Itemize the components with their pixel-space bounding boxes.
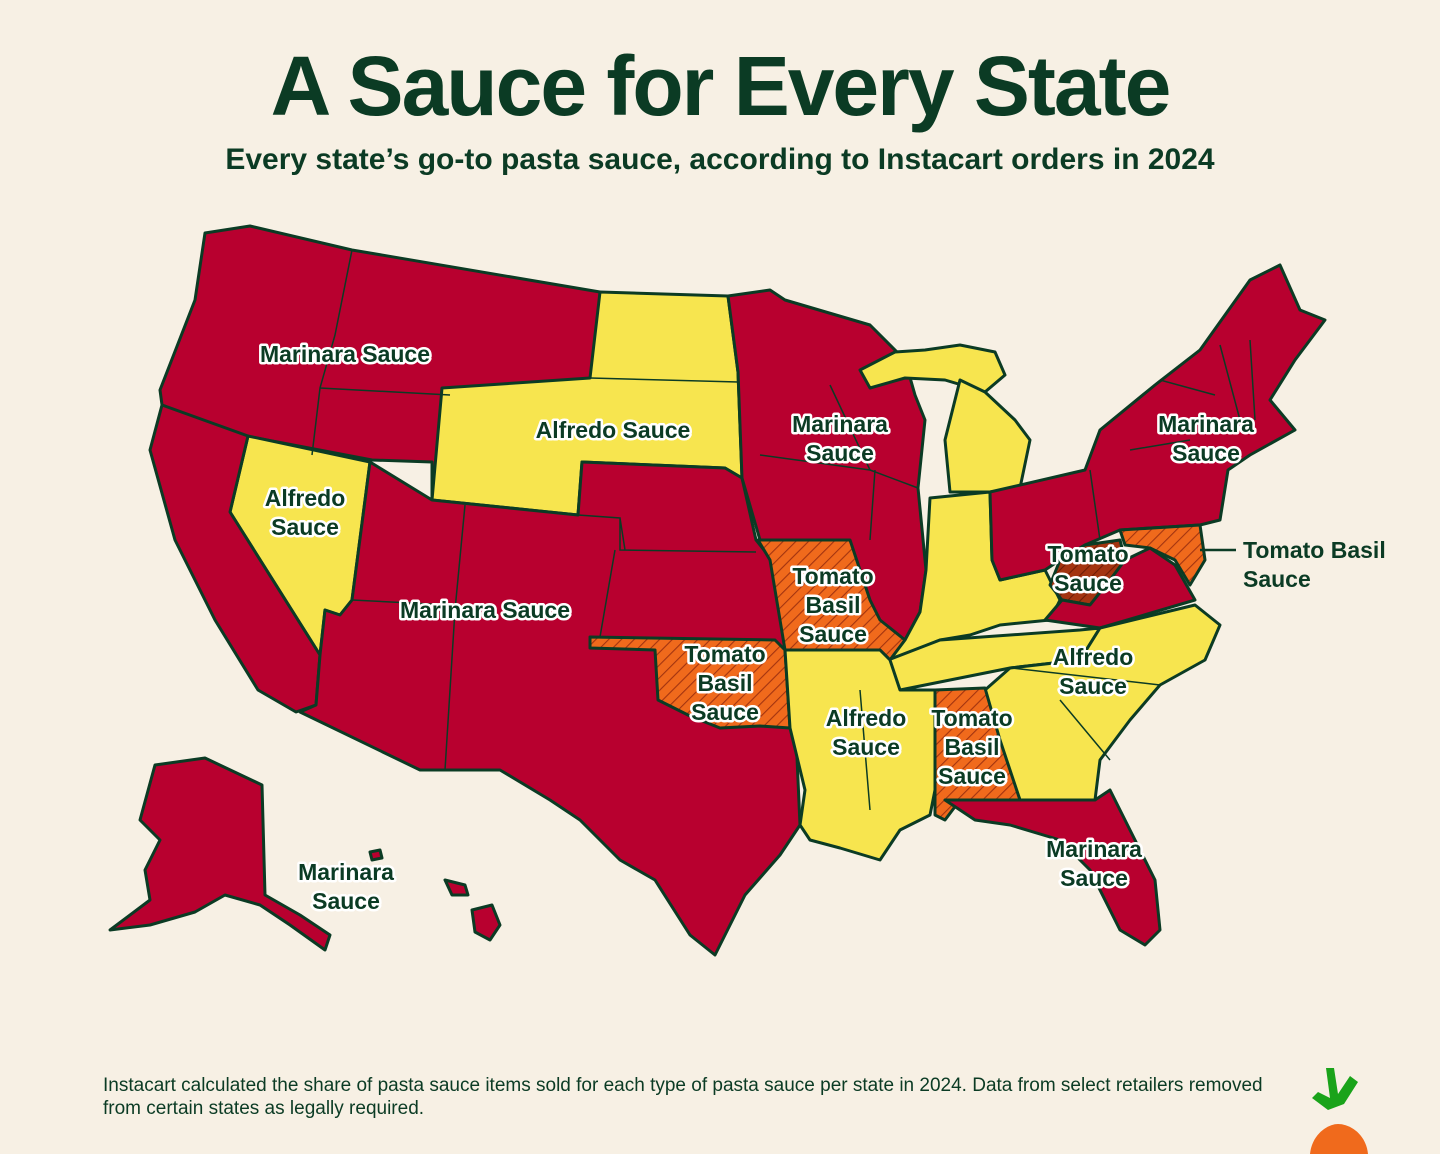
state-hawaii-oahu[interactable] bbox=[368, 848, 384, 862]
state-hawaii[interactable] bbox=[470, 903, 502, 942]
state-florida[interactable] bbox=[943, 788, 1162, 947]
region-label-upper-midwest: Marinara Sauce bbox=[792, 411, 888, 466]
region-label-northern-plains: Alfredo Sauce bbox=[536, 417, 691, 443]
region-label-florida: Marinara Sauce bbox=[1046, 836, 1142, 891]
region-label-alaska-hawaii: Marinara Sauce bbox=[298, 859, 394, 914]
state-oklahoma[interactable] bbox=[588, 635, 792, 730]
state-lower-mississippi[interactable] bbox=[783, 648, 937, 862]
page-subtitle: Every state’s go-to pasta sauce, accordi… bbox=[225, 143, 1215, 176]
state-northeast[interactable] bbox=[988, 263, 1327, 582]
region-label-nevada: Alfredo Sauce bbox=[265, 485, 346, 540]
state-virginia[interactable] bbox=[1043, 546, 1197, 630]
region-label-northwest: Marinara Sauce bbox=[260, 341, 430, 367]
border-lines bbox=[311, 249, 1256, 811]
region-label-alabama: Tomato Basil Sauce bbox=[931, 705, 1012, 789]
footnote: Instacart calculated the share of pasta … bbox=[103, 1075, 1263, 1119]
state-michigan[interactable] bbox=[943, 378, 1032, 494]
state-michigan-up[interactable] bbox=[858, 343, 1007, 394]
page-title: A Sauce for Every State bbox=[270, 39, 1172, 133]
region-label-southwest: Marinara Sauce bbox=[400, 597, 570, 623]
region-label-oklahoma: Tomato Basil Sauce bbox=[684, 641, 765, 725]
region-label-northeast: Marinara Sauce bbox=[1158, 411, 1254, 466]
state-hawaii-maui[interactable] bbox=[443, 878, 470, 897]
carrot-icon bbox=[1310, 1068, 1368, 1154]
region-label-southeast: Alfredo Sauce bbox=[1053, 644, 1134, 699]
state-southwest[interactable] bbox=[298, 460, 802, 957]
state-alaska[interactable] bbox=[108, 756, 332, 952]
region-label-west-virginia: Tomato Sauce bbox=[1047, 541, 1128, 596]
state-california[interactable] bbox=[148, 403, 322, 714]
region-label-maryland-delaware: Tomato Basil Sauce bbox=[1243, 537, 1386, 592]
state-maryland-delaware[interactable] bbox=[1118, 523, 1207, 587]
region-label-lower-mississippi: Alfredo Sauce bbox=[826, 705, 907, 760]
region-label-missouri: Tomato Basil Sauce bbox=[792, 563, 873, 647]
